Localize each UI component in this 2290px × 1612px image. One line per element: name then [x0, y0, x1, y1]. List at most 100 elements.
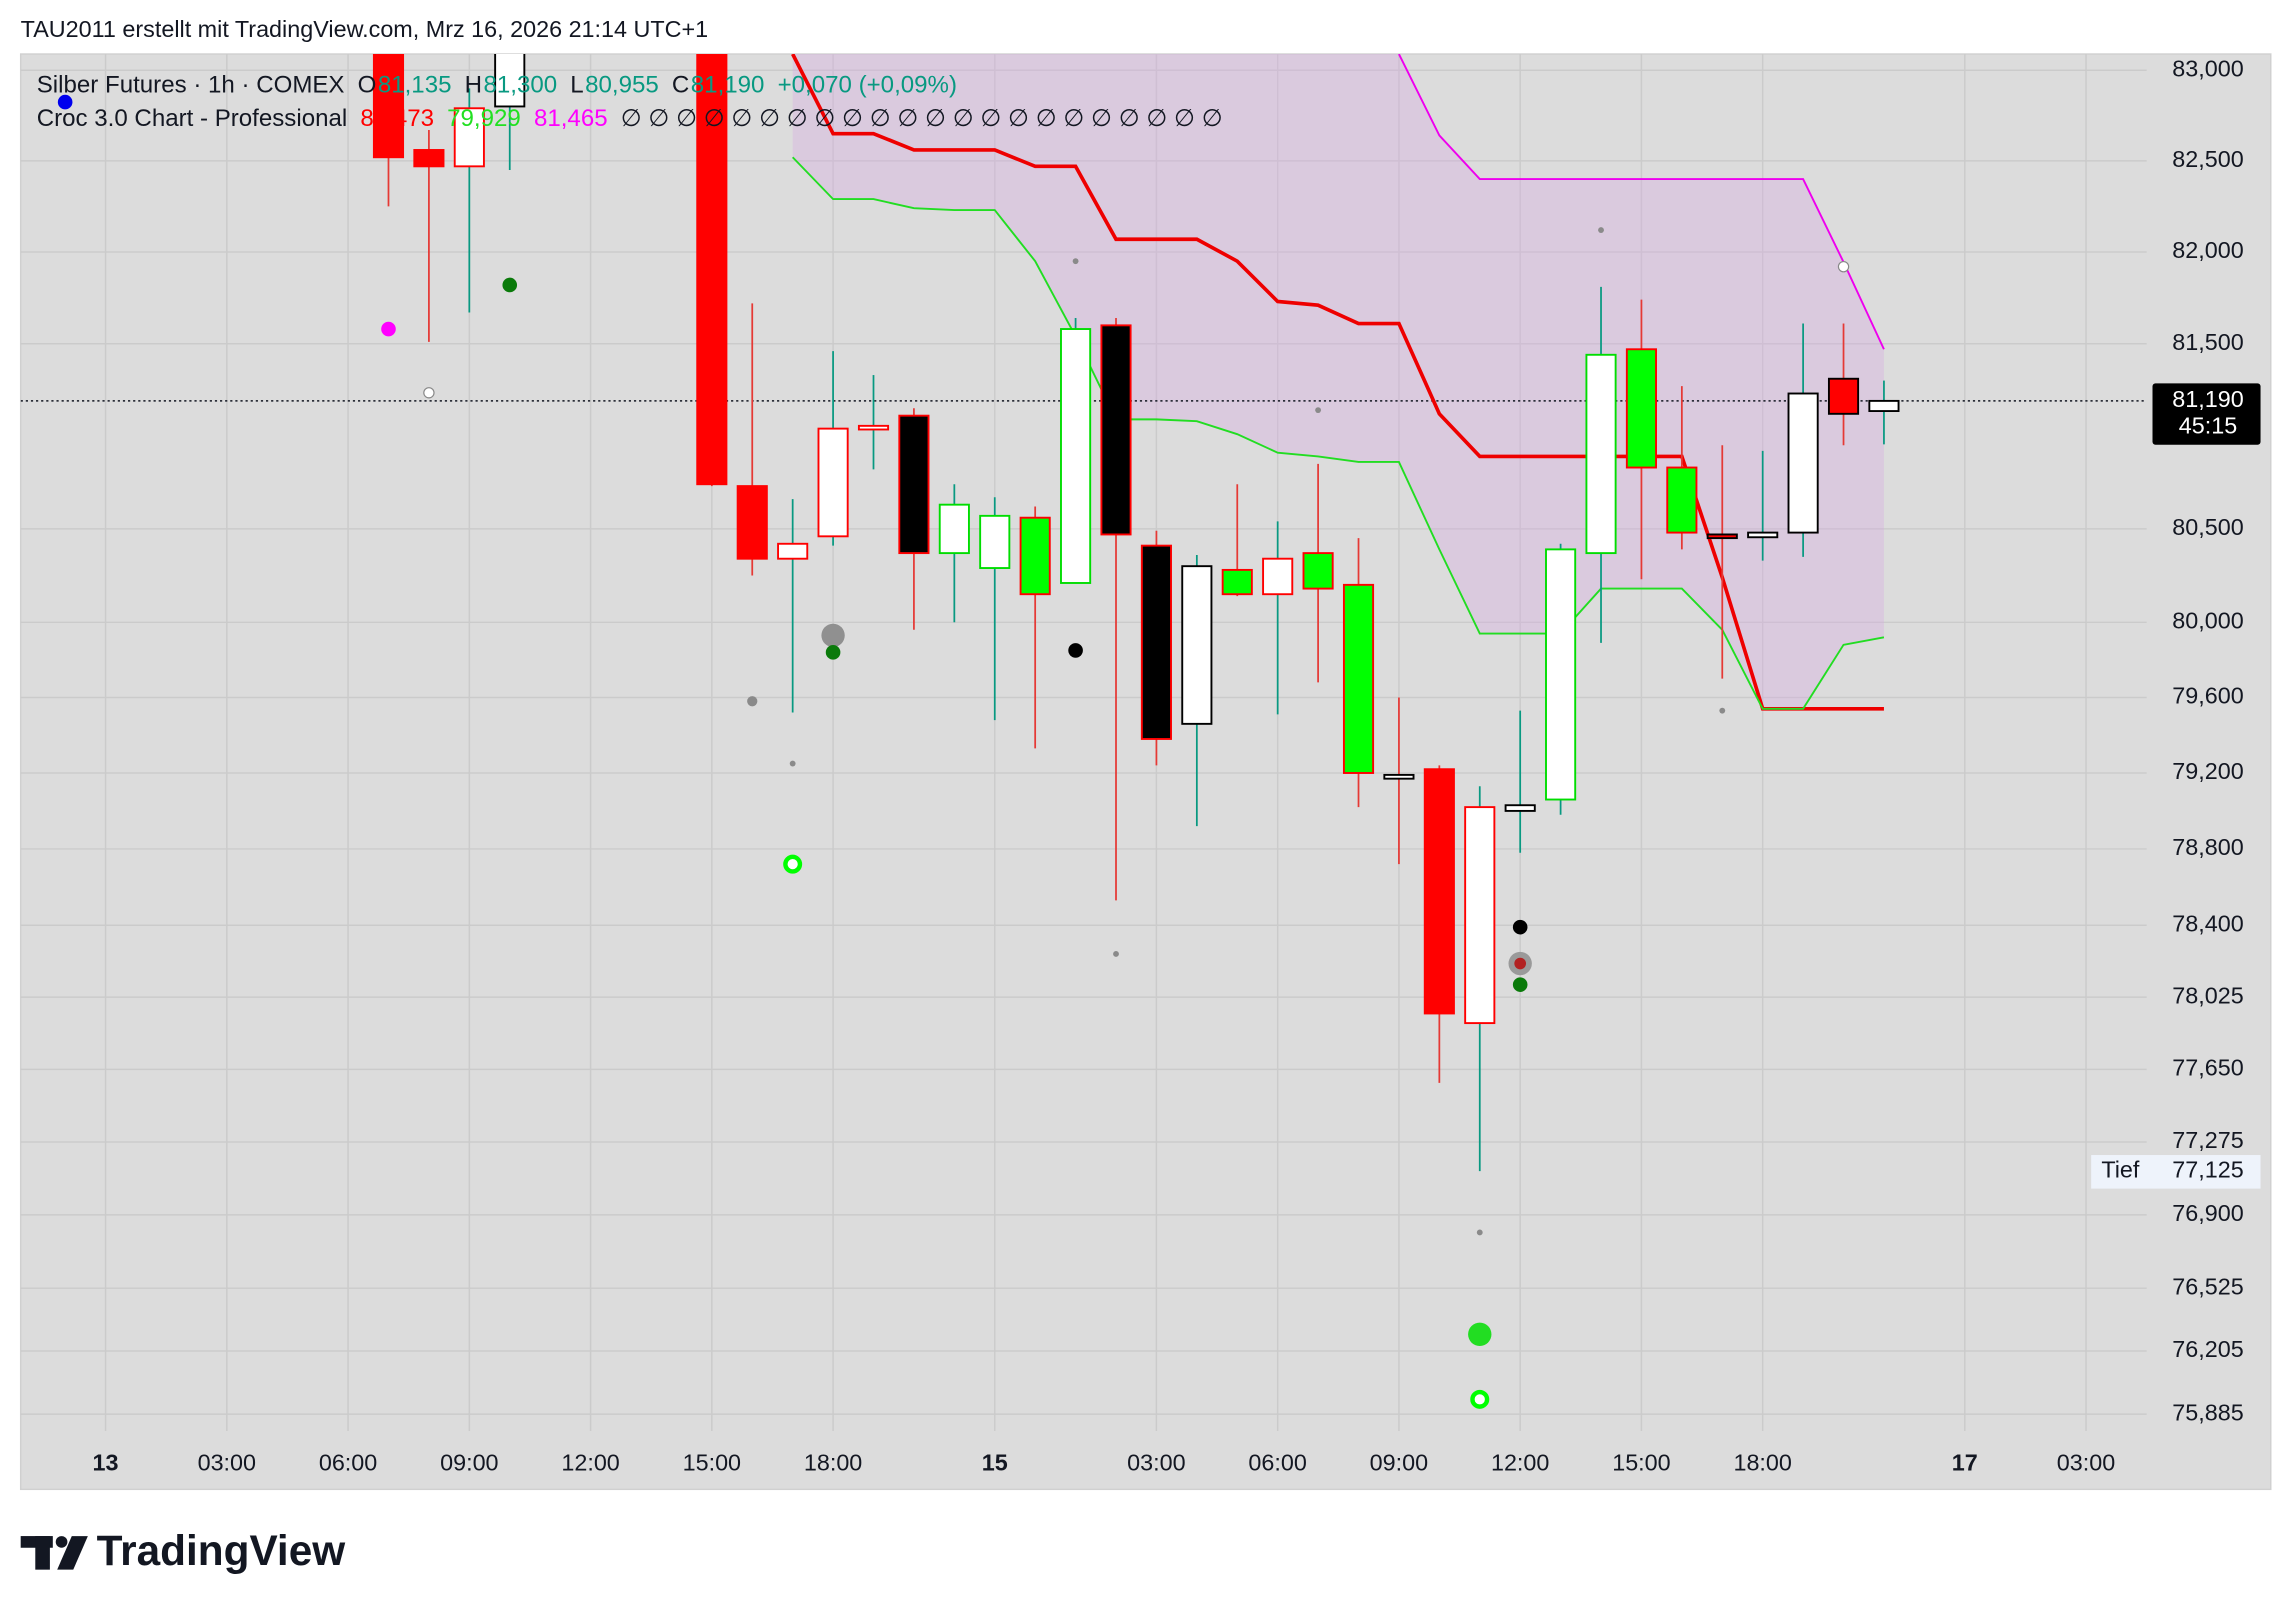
chart-panel — [19, 53, 2272, 1491]
candle-body — [1787, 392, 1819, 534]
candle-body — [494, 54, 526, 108]
y-tick-label: 79,600 — [2172, 683, 2243, 709]
marker — [747, 696, 758, 707]
x-tick-label: 06:00 — [1248, 1450, 1306, 1476]
y-tick-label: 77,650 — [2172, 1055, 2243, 1081]
marker — [1072, 258, 1079, 265]
y-tick-label: 77,275 — [2172, 1127, 2243, 1153]
marker — [381, 321, 396, 337]
candle-body — [898, 414, 930, 555]
x-tick-label: 18:00 — [804, 1450, 862, 1476]
x-tick-label: 03:00 — [198, 1450, 256, 1476]
candle-body — [736, 485, 768, 560]
candle-body — [1666, 466, 1698, 534]
ohlc-key: O — [358, 72, 377, 99]
marker — [1719, 707, 1726, 714]
y-tick-label: 83,000 — [2172, 55, 2243, 81]
marker — [1598, 227, 1604, 234]
candle-body — [817, 427, 849, 538]
candle-body — [413, 149, 445, 168]
y-tick-label: 76,900 — [2172, 1200, 2243, 1226]
x-tick-label: 09:00 — [440, 1450, 498, 1476]
x-tick-label: 03:00 — [1127, 1450, 1185, 1476]
indicator-flags: ∅ ∅ ∅ ∅ ∅ ∅ ∅ ∅ ∅ ∅ ∅ ∅ ∅ ∅ ∅ ∅ ∅ ∅ ∅ ∅ … — [621, 105, 1223, 132]
y-tick-label: 78,800 — [2172, 834, 2243, 860]
plot — [20, 54, 2147, 1409]
candle-body — [1585, 353, 1617, 555]
marker — [1315, 407, 1322, 414]
x-tick-label: 15 — [982, 1450, 1008, 1476]
candle-body — [1747, 531, 1779, 539]
ohlc-value: 81,190 — [691, 72, 765, 99]
marker — [1476, 1229, 1483, 1236]
indicator-line — [791, 54, 1884, 711]
marker — [825, 645, 841, 660]
candle-body — [1262, 557, 1294, 596]
candle-body — [1464, 806, 1496, 1025]
x-tick-label: 18:00 — [1733, 1450, 1791, 1476]
candle-body — [938, 503, 970, 555]
y-tick-label: 82,500 — [2172, 146, 2243, 172]
x-tick-label: 17 — [1952, 1450, 1978, 1476]
y-tick-label: 80,000 — [2172, 607, 2243, 633]
x-tick-label: 12:00 — [1491, 1450, 1549, 1476]
x-tick-label: 15:00 — [683, 1450, 741, 1476]
logo-icon — [35, 1536, 50, 1570]
y-tick-label: 80,500 — [2172, 514, 2243, 540]
symbol: Silber Futures · 1h · COMEX — [37, 72, 345, 99]
low-box — [2091, 1155, 2261, 1189]
x-tick-label: 12:00 — [561, 1450, 619, 1476]
x-tick-label: 09:00 — [1370, 1450, 1428, 1476]
candle-body — [1221, 568, 1253, 596]
candle-body — [1019, 516, 1051, 596]
candle-body — [1827, 377, 1860, 415]
ohlc-value: 80,955 — [585, 72, 659, 99]
logo: TradingView — [20, 1527, 346, 1574]
marker — [1514, 957, 1527, 970]
candle-body — [1100, 324, 1132, 536]
y-tick-label: 82,000 — [2172, 237, 2243, 263]
marker — [783, 854, 803, 874]
indicator-value: 79,929 — [447, 105, 521, 132]
legend: Silber Futures · 1h · COMEX O 81,135 H 81,30… — [37, 72, 1223, 133]
candle-body — [453, 107, 485, 168]
brand: TradingView — [97, 1527, 346, 1574]
marker — [789, 760, 796, 767]
candle-body — [1383, 773, 1415, 780]
candle-body — [857, 424, 890, 431]
candle-body — [1423, 768, 1455, 1015]
ohlc-key: L — [570, 72, 583, 99]
x-tick-label: 15:00 — [1612, 1450, 1670, 1476]
candle-body — [1504, 804, 1536, 812]
last-price-label: 81,190 — [2172, 386, 2243, 412]
y-tick-label: 78,400 — [2172, 910, 2243, 936]
candle-body — [372, 54, 405, 159]
indicator-line — [1398, 54, 1885, 350]
header: TAU2011 erstellt mit TradingView.com, Mr… — [21, 16, 708, 42]
marker — [1837, 260, 1850, 273]
candle-body — [1625, 348, 1657, 469]
logo-icon — [55, 1536, 68, 1548]
candle-body — [777, 542, 809, 560]
countdown: 45:15 — [2179, 412, 2237, 438]
y-tick-label: 75,885 — [2172, 1399, 2243, 1425]
ohlc-key: C — [672, 72, 689, 99]
marker — [423, 387, 435, 399]
low-text: Tief — [2101, 1156, 2140, 1182]
indicator-value: 81,465 — [534, 105, 608, 132]
y-tick-label: 79,200 — [2172, 758, 2243, 784]
logo-icon — [57, 1536, 88, 1570]
candle-body — [1342, 583, 1375, 774]
ohlc-value: 81,300 — [483, 72, 557, 99]
marker — [1512, 919, 1528, 935]
last-price-box — [2152, 383, 2261, 445]
indicator-value: 80,473 — [360, 105, 434, 132]
marker — [1468, 1322, 1492, 1347]
y-tick-label: 76,525 — [2172, 1273, 2243, 1299]
indicator-name: Croc 3.0 Chart - Professional — [37, 105, 347, 132]
candle-body — [979, 514, 1011, 569]
candle-body — [1060, 328, 1092, 584]
x-tick-label: 06:00 — [319, 1450, 377, 1476]
